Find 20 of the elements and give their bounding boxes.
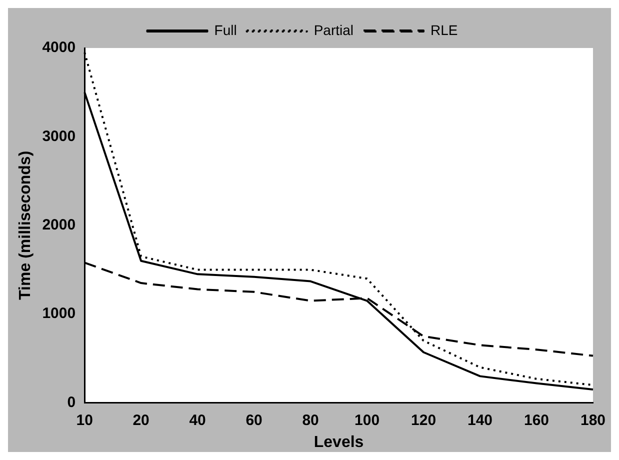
x-axis-title: Levels	[314, 434, 364, 451]
x-tick-label: 40	[189, 412, 206, 429]
y-tick-label: 2000	[42, 216, 76, 234]
x-tick-label: 80	[302, 412, 319, 429]
y-axis-title: Time (milliseconds)	[17, 150, 34, 300]
x-tick-label: 20	[132, 412, 150, 429]
x-tick-label: 180	[580, 412, 606, 429]
y-tick-label: 3000	[42, 128, 76, 145]
x-tick-label: 160	[524, 412, 550, 429]
y-tick-label: 4000	[42, 39, 76, 56]
x-tick-label: 120	[411, 412, 436, 429]
y-tick-label: 1000	[42, 305, 76, 322]
legend-label: Partial	[314, 22, 354, 38]
legend-label: RLE	[430, 22, 458, 38]
x-tick-label: 140	[468, 412, 493, 429]
x-tick-label: 10	[76, 412, 93, 429]
x-tick-label: 60	[246, 412, 262, 429]
y-tick-label: 0	[67, 394, 76, 411]
x-tick-label: 100	[354, 412, 380, 429]
legend-label: Full	[214, 22, 237, 38]
